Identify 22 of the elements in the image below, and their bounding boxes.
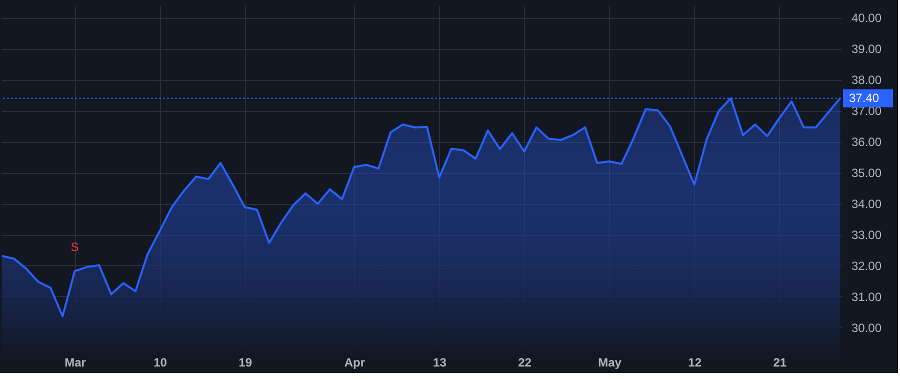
y-tick-label: 30.00 bbox=[852, 320, 882, 335]
y-tick-label: 36.00 bbox=[852, 135, 882, 150]
x-tick-label: 10 bbox=[154, 356, 168, 370]
x-tick-label: 12 bbox=[688, 356, 702, 370]
y-tick-label: 33.00 bbox=[852, 228, 882, 242]
y-tick-label: 38.00 bbox=[852, 73, 882, 88]
x-tick-label: 19 bbox=[238, 356, 252, 370]
x-tick-label: Mar bbox=[64, 356, 86, 370]
x-tick-label: 22 bbox=[518, 356, 532, 370]
y-tick-label: 35.00 bbox=[852, 166, 882, 180]
y-tick-label: 39.00 bbox=[852, 42, 882, 56]
annotation: S bbox=[70, 240, 79, 254]
x-tick-label: 13 bbox=[433, 356, 447, 370]
y-tick-label: 32.00 bbox=[852, 258, 882, 273]
x-tick-label: May bbox=[598, 356, 622, 370]
ref-line-label: 37.40 bbox=[849, 91, 880, 106]
y-tick-label: 34.00 bbox=[852, 197, 882, 212]
y-tick-label: 40.00 bbox=[852, 11, 882, 26]
x-tick-label: 21 bbox=[773, 356, 787, 370]
y-tick-label: 31.00 bbox=[852, 290, 882, 304]
x-tick-label: Apr bbox=[344, 356, 366, 370]
y-tick-label: 37.00 bbox=[852, 104, 882, 118]
